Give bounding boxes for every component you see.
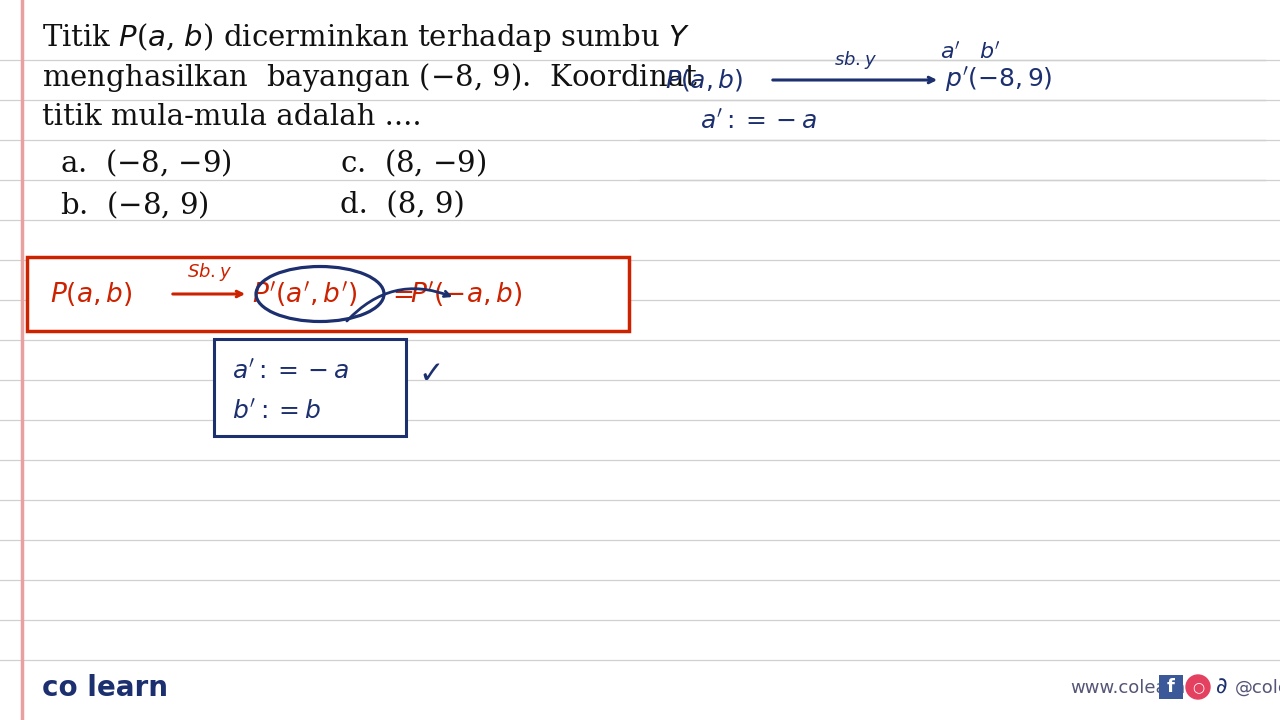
Text: @colearn.id: @colearn.id [1235, 679, 1280, 697]
Text: f: f [1167, 678, 1175, 696]
Text: $b'$: $b'$ [979, 41, 1001, 63]
Text: Titik $P$($a$, $b$) dicerminkan terhadap sumbu $Y$: Titik $P$($a$, $b$) dicerminkan terhadap… [42, 20, 690, 53]
Text: co learn: co learn [42, 674, 168, 702]
Circle shape [1187, 675, 1210, 699]
Text: b.  ($-$8, 9): b. ($-$8, 9) [60, 189, 209, 220]
Text: ○: ○ [1192, 680, 1204, 694]
Text: $sb.y$: $sb.y$ [833, 49, 877, 71]
Text: $a'$: $a'$ [940, 41, 960, 63]
Text: d.  (8, 9): d. (8, 9) [340, 191, 465, 219]
Text: $p'(-8,9)$: $p'(-8,9)$ [945, 66, 1052, 94]
Text: $P(a,b)$: $P(a,b)$ [50, 280, 133, 308]
Text: a.  ($-$8, $-$9): a. ($-$8, $-$9) [60, 148, 232, 179]
Text: $=$: $=$ [387, 281, 413, 307]
Text: $P(a,b)$: $P(a,b)$ [666, 67, 744, 93]
Text: $a' := -a$: $a' := -a$ [700, 110, 817, 134]
FancyBboxPatch shape [214, 339, 406, 436]
FancyBboxPatch shape [27, 257, 628, 331]
Text: www.colearn.id: www.colearn.id [1070, 679, 1207, 697]
Text: $b' := b$: $b' := b$ [232, 400, 321, 424]
Text: $Sb.y$: $Sb.y$ [187, 261, 232, 283]
Text: c.  (8, $-$9): c. (8, $-$9) [340, 148, 486, 179]
Text: $\checkmark$: $\checkmark$ [419, 358, 440, 387]
FancyBboxPatch shape [1158, 675, 1183, 699]
Text: $\partial$: $\partial$ [1215, 677, 1228, 697]
Text: $a' := -a$: $a' := -a$ [232, 360, 349, 384]
Text: titik mula-mula adalah ....: titik mula-mula adalah .... [42, 103, 421, 131]
Text: $P'(a',b')$: $P'(a',b')$ [252, 279, 357, 309]
Text: menghasilkan  bayangan ($-$8, 9).  Koordinat: menghasilkan bayangan ($-$8, 9). Koordin… [42, 60, 698, 94]
Text: $P'(-a,b)$: $P'(-a,b)$ [410, 279, 522, 309]
